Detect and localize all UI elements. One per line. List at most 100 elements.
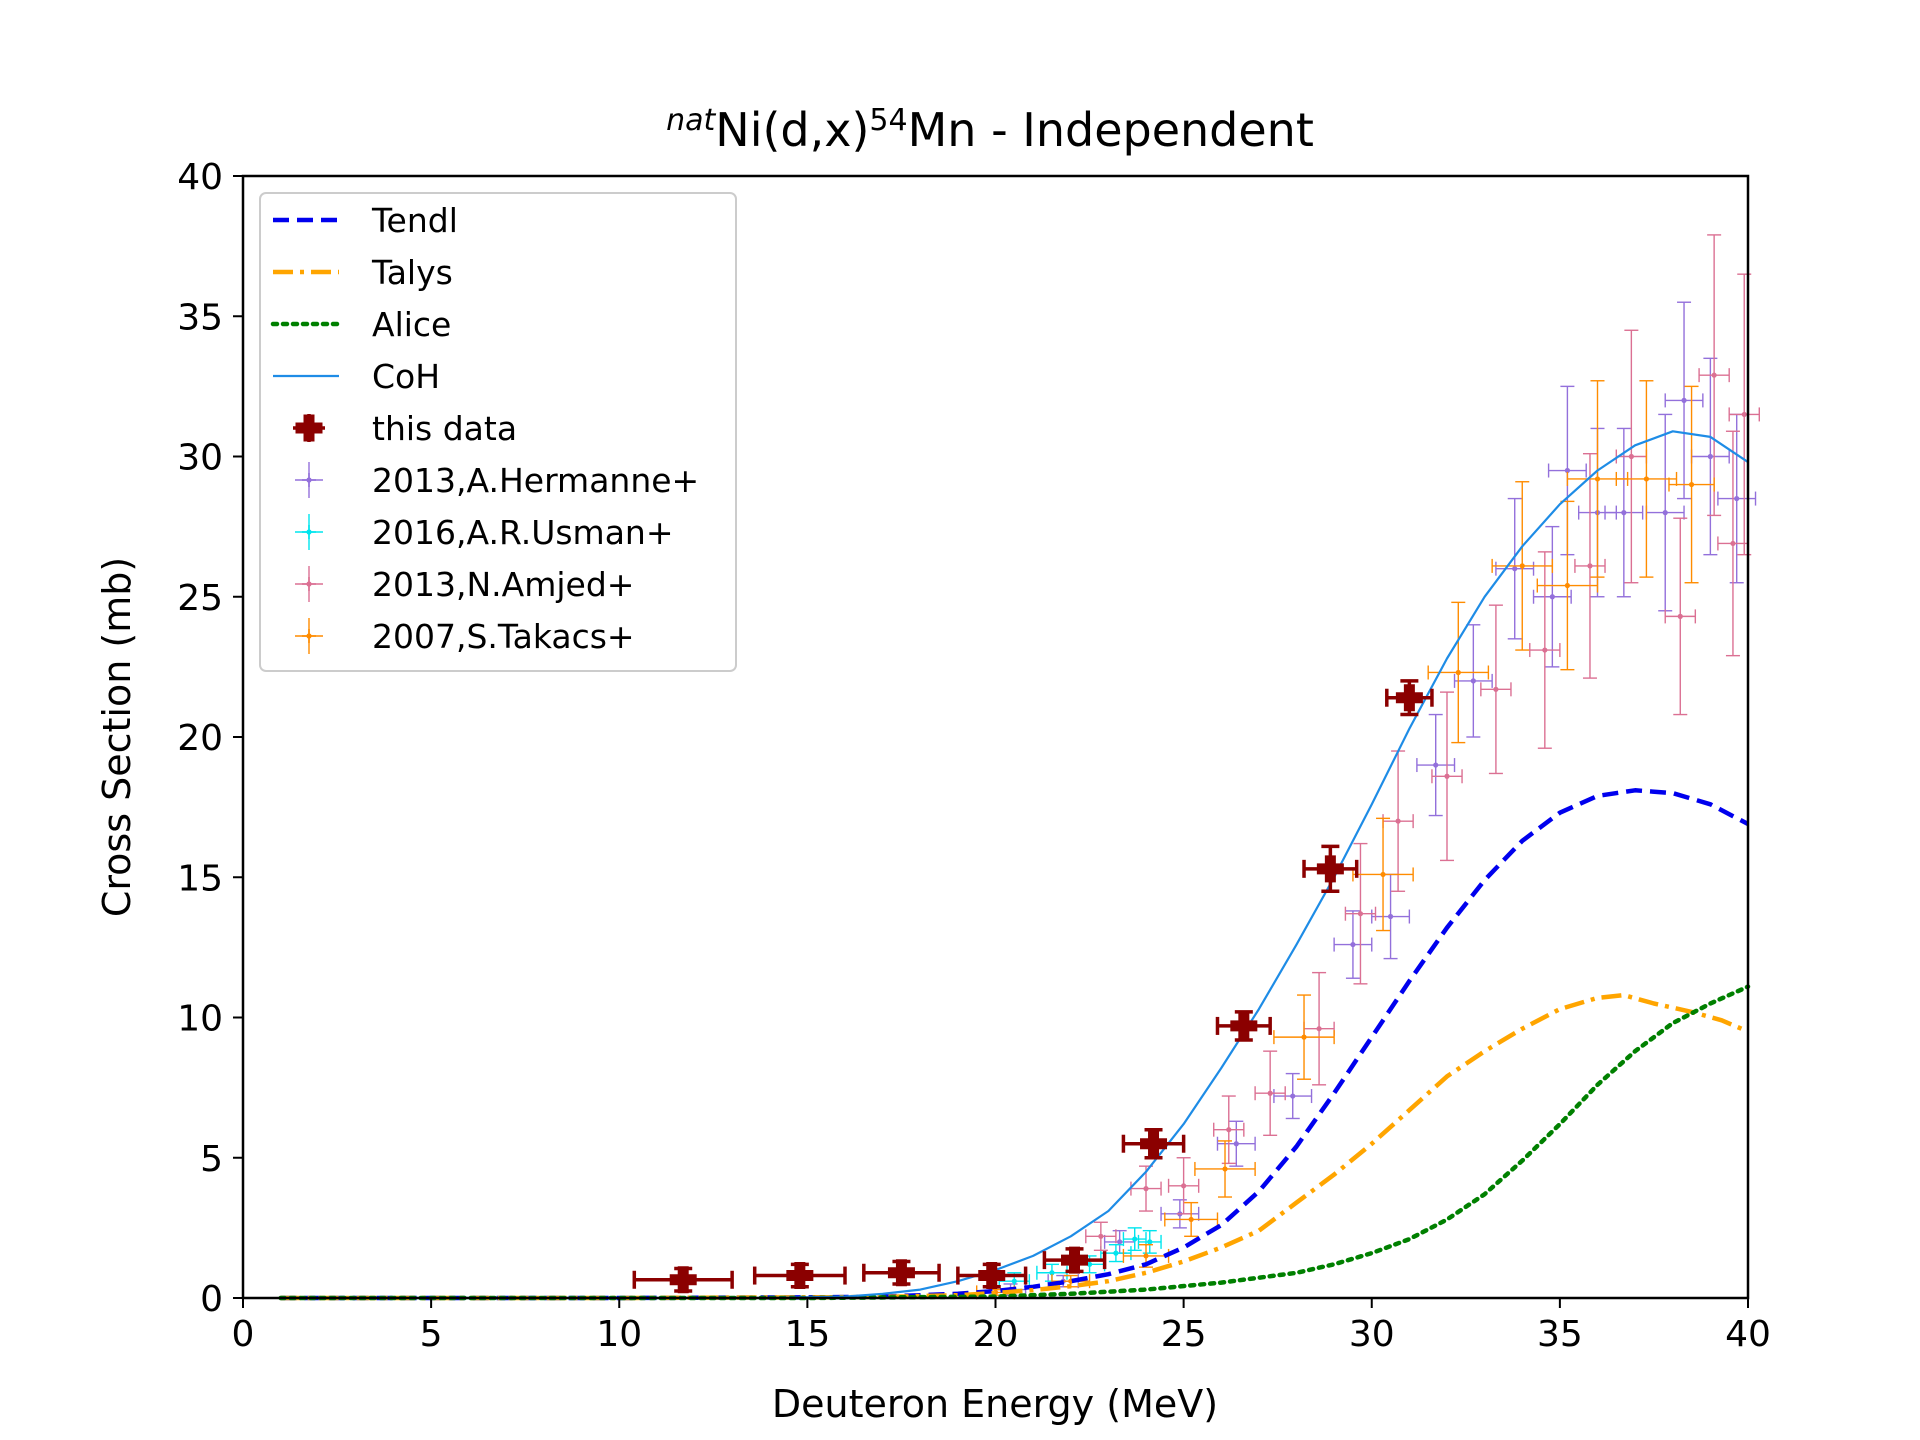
- x-tick-label: 15: [784, 1314, 830, 1355]
- dot-marker: [1086, 1261, 1093, 1267]
- dot-marker: [1741, 411, 1747, 418]
- data-point: [1164, 1201, 1219, 1237]
- x-tick-label: 25: [1161, 1314, 1207, 1355]
- x-tick-label: 30: [1349, 1314, 1395, 1355]
- dot-marker: [1444, 773, 1450, 779]
- data-point: [1529, 551, 1561, 749]
- dot-marker: [1113, 1250, 1119, 1256]
- dot-marker: [1117, 1239, 1123, 1245]
- dot-marker: [1395, 818, 1401, 824]
- dot-marker: [1380, 871, 1386, 878]
- series-2007-s-takacs-: [975, 380, 1715, 1300]
- data-point: [1216, 1120, 1256, 1167]
- series-2013-n-amjed-: [1085, 234, 1760, 1252]
- dot-marker: [1188, 1216, 1194, 1223]
- data-point: [1690, 357, 1730, 556]
- data-point: [1122, 1227, 1147, 1252]
- legend: Tendl Talys Alice CoH this data 2013,A.Herman…: [259, 192, 737, 672]
- data-point: [1480, 604, 1512, 775]
- data-point: [1042, 1246, 1107, 1274]
- x-tick-label: 40: [1725, 1314, 1771, 1355]
- data-point: [1385, 679, 1434, 717]
- dot-marker: [1677, 613, 1683, 619]
- dot-marker: [1143, 1186, 1149, 1192]
- dot-marker: [1387, 913, 1394, 920]
- y-tick-label: 5: [200, 1139, 223, 1180]
- x-tick-label: 35: [1537, 1314, 1583, 1355]
- data-point: [1254, 1050, 1286, 1137]
- x-tick-label: 20: [973, 1314, 1019, 1355]
- dot-marker: [1222, 1166, 1228, 1172]
- data-point: [632, 1266, 734, 1294]
- data-point: [1371, 873, 1411, 960]
- y-tick-label: 20: [177, 718, 223, 759]
- data-point: [1574, 452, 1606, 679]
- dot-marker: [1549, 594, 1555, 600]
- chart-title-post: Mn - Independent: [908, 103, 1314, 157]
- axis-ticks: 0 5 10 15 20 25 30 35 40 0 5 10 15 20 25 30 35 40: [177, 157, 1771, 1355]
- data-point: [1664, 517, 1697, 716]
- dot-marker: [1681, 397, 1687, 403]
- plus-marker: [669, 1266, 697, 1294]
- y-tick-label: 25: [177, 578, 223, 619]
- dot-marker: [1711, 372, 1717, 378]
- data-point: [1532, 525, 1572, 668]
- y-tick-label: 40: [177, 157, 223, 198]
- data-point: [1137, 1229, 1162, 1254]
- y-axis-label: Cross Section (mb): [95, 557, 139, 917]
- data-point: [1121, 1127, 1186, 1160]
- dot-marker: [1455, 669, 1461, 676]
- legend-label: CoH: [372, 357, 440, 396]
- x-tick-label: 0: [232, 1314, 255, 1355]
- legend-label: 2013,N.Amjed+: [372, 565, 634, 604]
- data-point: [1213, 1095, 1245, 1165]
- data-point: [1122, 1244, 1170, 1268]
- legend-label: 2007,S.Takacs+: [372, 617, 635, 656]
- data-point: [1333, 910, 1373, 979]
- data-point: [1302, 844, 1359, 894]
- dot-marker: [1621, 509, 1627, 516]
- plus-marker: [1316, 855, 1344, 883]
- dot-marker: [1098, 1233, 1104, 1239]
- data-point: [1668, 385, 1715, 584]
- data-point: [1615, 329, 1648, 584]
- dot-marker: [1730, 540, 1736, 547]
- data-point: [1717, 430, 1749, 657]
- data-point: [1495, 497, 1535, 640]
- y-tick-label: 35: [177, 297, 223, 338]
- dot-marker: [1734, 495, 1740, 502]
- dot-marker: [1049, 1270, 1055, 1276]
- data-point: [1427, 601, 1490, 744]
- legend-label: Tendl: [371, 201, 458, 240]
- dot-marker: [1147, 1239, 1153, 1245]
- data-point: [1352, 817, 1414, 932]
- dot-marker: [1594, 476, 1601, 482]
- legend-box: [259, 192, 737, 672]
- y-tick-label: 30: [177, 438, 223, 479]
- chart-title-mid: Ni(d,x): [715, 103, 869, 157]
- data-point: [1085, 1221, 1117, 1252]
- plus-marker: [1061, 1246, 1089, 1274]
- curve-talys: [280, 992, 1749, 1301]
- plus-marker: [887, 1259, 915, 1287]
- curve-tendl: [280, 788, 1750, 1301]
- plus-marker: [1230, 1012, 1258, 1040]
- dot-marker: [1493, 686, 1499, 692]
- dot-marker: [1628, 453, 1634, 460]
- dot-marker: [1519, 563, 1525, 569]
- x-tick-label: 5: [420, 1314, 443, 1355]
- data-point: [1273, 1072, 1313, 1120]
- y-tick-label: 0: [200, 1279, 223, 1320]
- chart-title-pre: nat: [666, 103, 716, 138]
- dot-marker: [1132, 1236, 1138, 1242]
- data-point: [1303, 971, 1335, 1086]
- legend-label: this data: [372, 409, 517, 448]
- dot-marker: [1688, 481, 1695, 488]
- chart-title-iso: 54: [869, 103, 907, 138]
- data-point: [1431, 691, 1463, 862]
- dot-marker: [1357, 911, 1364, 917]
- data-point: [1728, 273, 1760, 556]
- data-point: [1416, 713, 1456, 817]
- dot-marker: [1233, 1141, 1239, 1147]
